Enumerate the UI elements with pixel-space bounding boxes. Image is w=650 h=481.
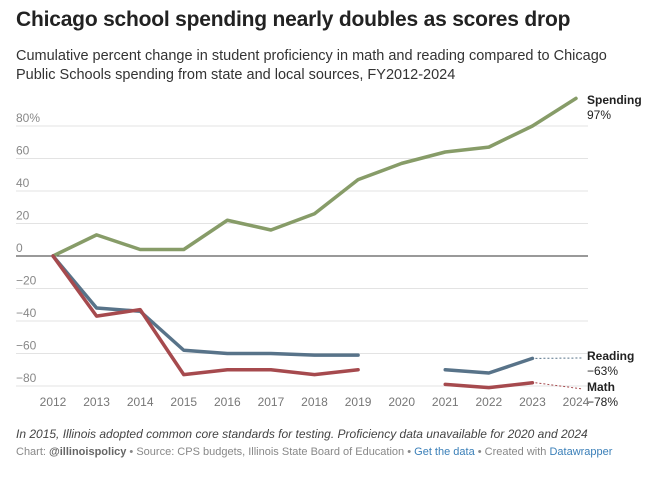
footer-source: • Source: CPS budgets, Illinois State Bo… bbox=[126, 446, 415, 458]
x-tick-label: 2022 bbox=[475, 395, 502, 409]
series-line-spending bbox=[51, 96, 578, 258]
y-tick-label: 40 bbox=[16, 176, 30, 190]
x-tick-label: 2021 bbox=[432, 395, 459, 409]
footer-chart-prefix: Chart: bbox=[16, 446, 50, 458]
footer-created: • Created with bbox=[474, 446, 550, 458]
footer-author: @illinoispolicy bbox=[49, 446, 127, 458]
x-tick-label: 2015 bbox=[170, 395, 197, 409]
x-tick-label: 2013 bbox=[83, 395, 110, 409]
y-tick-label: −20 bbox=[16, 274, 37, 288]
chart-footer: Chart: @illinoispolicy • Source: CPS bud… bbox=[16, 446, 612, 458]
y-tick-label: 60 bbox=[16, 144, 30, 158]
series-line-reading bbox=[51, 254, 535, 375]
series-end-value-math: −78% bbox=[587, 395, 618, 409]
y-tick-label: 20 bbox=[16, 209, 30, 223]
series-end-value-spending: 97% bbox=[587, 108, 611, 122]
datawrapper-link[interactable]: Datawrapper bbox=[549, 446, 613, 458]
chart-notes: In 2015, Illinois adopted common core st… bbox=[16, 427, 588, 441]
chart-title: Chicago school spending nearly doubles a… bbox=[16, 8, 571, 31]
x-tick-label: 2020 bbox=[388, 395, 415, 409]
x-tick-label: 2019 bbox=[345, 395, 372, 409]
y-tick-label: −40 bbox=[16, 306, 37, 320]
series-line-math bbox=[51, 254, 535, 390]
x-tick-label: 2023 bbox=[519, 395, 546, 409]
y-tick-label: −80 bbox=[16, 371, 37, 385]
series-label-reading: Reading bbox=[587, 349, 634, 363]
chart-subtitle: Cumulative percent change in student pro… bbox=[16, 48, 607, 83]
y-tick-label: −60 bbox=[16, 339, 37, 353]
x-tick-label: 2012 bbox=[40, 395, 67, 409]
get-the-data-link[interactable]: Get the data bbox=[414, 446, 475, 458]
x-tick-label: 2018 bbox=[301, 395, 328, 409]
x-tick-label: 2016 bbox=[214, 395, 241, 409]
x-tick-label: 2014 bbox=[127, 395, 154, 409]
y-tick-label: 0 bbox=[16, 241, 23, 255]
series-end-value-reading: −63% bbox=[587, 364, 618, 378]
series-label-math: Math bbox=[587, 380, 615, 394]
x-tick-label: 2024 bbox=[563, 395, 590, 409]
x-tick-label: 2017 bbox=[258, 395, 285, 409]
series-label-spending: Spending bbox=[587, 93, 642, 107]
y-tick-label: 80% bbox=[16, 111, 40, 125]
